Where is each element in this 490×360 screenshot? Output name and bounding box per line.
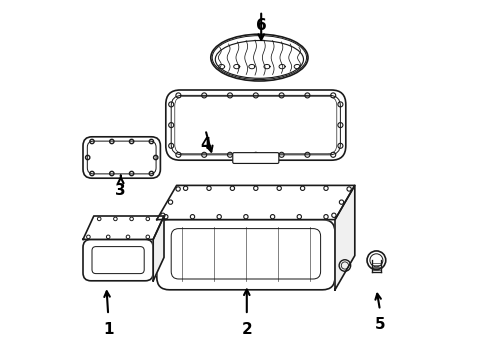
Text: 4: 4 xyxy=(200,136,211,152)
Polygon shape xyxy=(157,185,355,220)
Text: 6: 6 xyxy=(256,18,267,33)
Text: 2: 2 xyxy=(242,322,252,337)
Text: 3: 3 xyxy=(116,183,126,198)
Polygon shape xyxy=(83,216,164,239)
FancyBboxPatch shape xyxy=(233,153,279,163)
FancyBboxPatch shape xyxy=(157,220,335,290)
Polygon shape xyxy=(153,216,164,281)
FancyBboxPatch shape xyxy=(166,90,346,160)
FancyBboxPatch shape xyxy=(83,239,153,281)
FancyBboxPatch shape xyxy=(83,137,160,178)
Polygon shape xyxy=(335,185,355,290)
Text: 1: 1 xyxy=(103,322,114,337)
Text: 5: 5 xyxy=(375,317,385,332)
